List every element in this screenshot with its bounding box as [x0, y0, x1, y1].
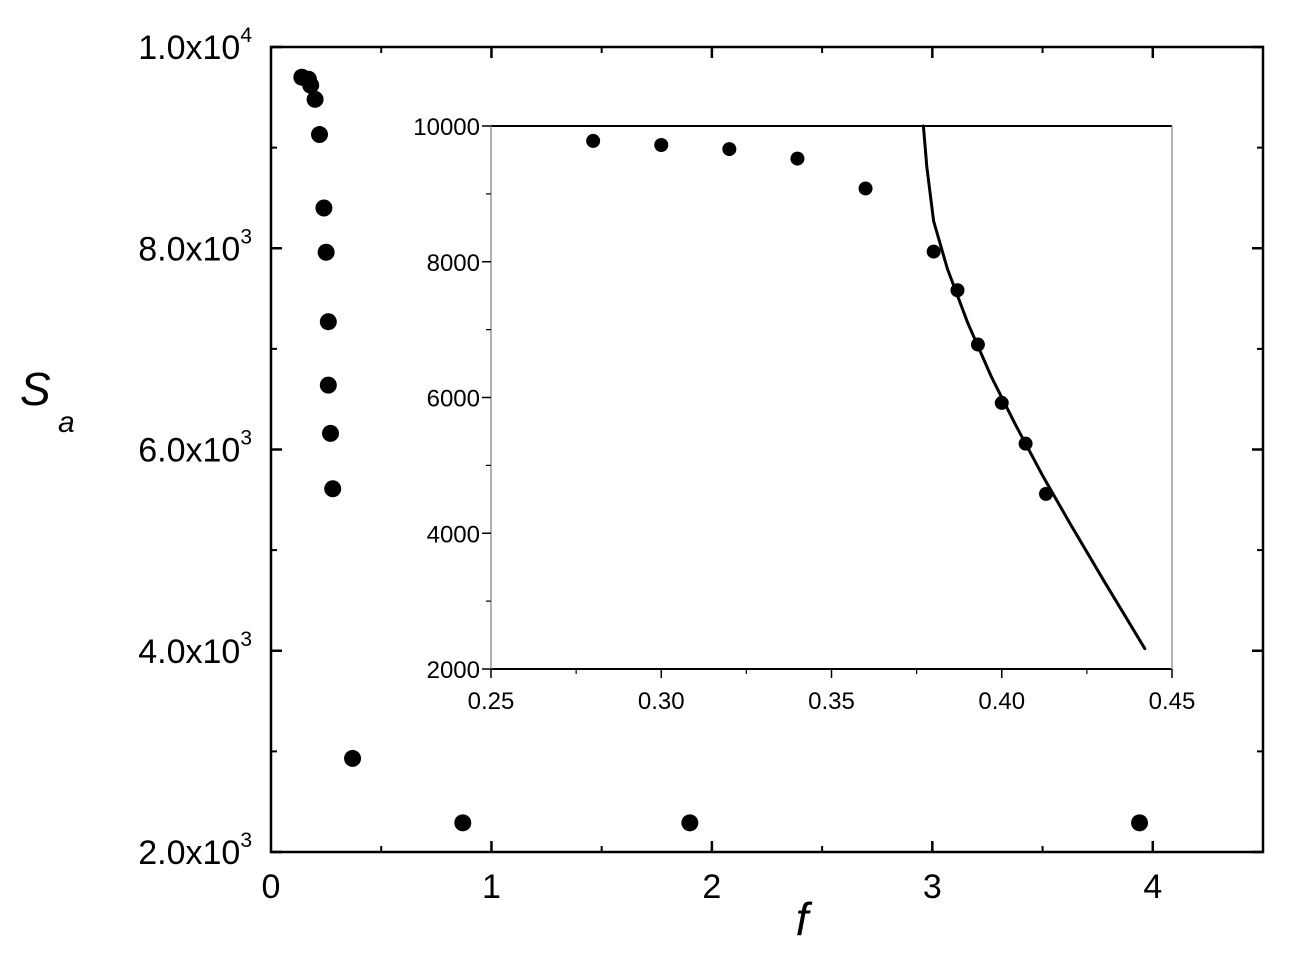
y-tick-label: 8.0x103 [138, 225, 252, 268]
data-point [306, 90, 324, 108]
inset-data-point [790, 151, 805, 166]
main-chart: 0 1 2 3 4 2.0x103 4.0x103 6.0x103 8.0x103 1.0x104… [20, 24, 1265, 945]
x-tick-label: 4 [1143, 868, 1162, 906]
data-point [317, 243, 335, 261]
inset-x-tick-label: 0.25 [468, 688, 515, 715]
y-tick-label: 4.0x103 [138, 628, 252, 671]
y-axis-title-subscript: a [58, 406, 75, 439]
x-tick-label: 2 [702, 868, 721, 906]
inset-y-tick-label: 2000 [427, 657, 480, 684]
y-tick-label: 2.0x103 [138, 829, 252, 872]
inset-data-point [1039, 486, 1054, 501]
x-axis-title: f [796, 893, 813, 945]
y-tick-label: 6.0x103 [138, 427, 252, 470]
inset-data-point [858, 181, 873, 196]
data-point [322, 424, 340, 442]
inset-chart: 0.25 0.30 0.35 0.40 0.45 2000 4000 6000 8000 1000… [413, 114, 1195, 715]
data-point [315, 199, 333, 217]
y-axis-title: S [20, 363, 51, 415]
inset-x-tick-label: 0.30 [638, 688, 685, 715]
y-tick-label: 1.0x104 [138, 24, 252, 67]
data-point [302, 76, 320, 94]
data-point [1131, 814, 1149, 832]
inset-data-point [994, 395, 1009, 410]
inset-data-point [722, 142, 737, 157]
inset-data-point [654, 138, 669, 153]
inset-y-tick-label: 10000 [413, 114, 480, 141]
inset-data-point [970, 337, 985, 352]
inset-y-tick-label: 6000 [427, 386, 480, 413]
x-tick-label: 1 [482, 868, 501, 906]
inset-background [491, 126, 1172, 669]
inset-fit-curve [921, 124, 1147, 651]
inset-data-point [950, 283, 965, 298]
data-point [454, 814, 472, 832]
inset-x-tick-label: 0.45 [1149, 688, 1196, 715]
data-point [319, 313, 337, 331]
data-point [319, 376, 337, 394]
x-tick-label: 3 [923, 868, 942, 906]
data-point [324, 480, 342, 498]
inset-data-point [1018, 436, 1033, 451]
inset-x-tick-label: 0.40 [978, 688, 1025, 715]
inset-y-tick-label: 4000 [427, 521, 480, 548]
inset-y-tick-label: 8000 [427, 250, 480, 277]
inset-x-tick-label: 0.35 [808, 688, 855, 715]
data-point [344, 749, 362, 767]
inset-data-point [926, 244, 941, 259]
data-point [681, 814, 699, 832]
inset-data-point [586, 133, 601, 148]
x-tick-label: 0 [262, 868, 281, 906]
data-point [310, 126, 328, 144]
